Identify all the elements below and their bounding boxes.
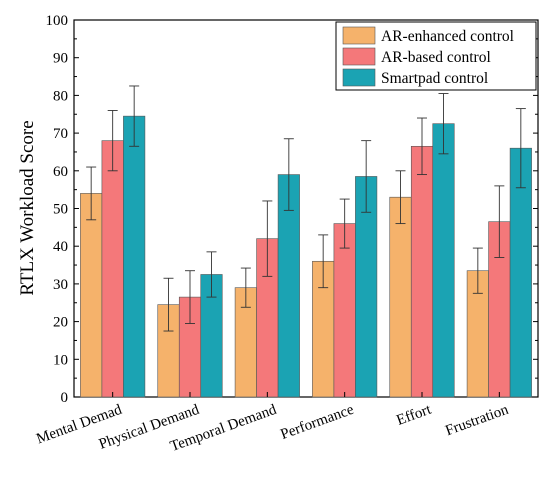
y-tick-label: 70 xyxy=(53,126,68,142)
bar xyxy=(123,115,146,398)
error-bar xyxy=(283,138,294,211)
error-bar xyxy=(262,200,273,277)
error-bar xyxy=(129,85,140,147)
bars-layer xyxy=(80,115,532,398)
bar xyxy=(101,140,124,398)
y-tick-label: 60 xyxy=(53,164,68,180)
bar xyxy=(410,145,434,398)
error-bar xyxy=(318,234,329,289)
y-tick-label: 90 xyxy=(53,51,68,67)
error-bars-layer xyxy=(86,85,526,332)
legend-swatch xyxy=(342,47,376,66)
y-axis-title: RTLX Workload Score xyxy=(17,120,38,295)
legend-label: AR-based control xyxy=(381,49,491,66)
bar xyxy=(432,123,455,398)
y-tick-label: 0 xyxy=(61,390,69,406)
y-tick-label: 20 xyxy=(53,315,68,331)
y-tick-label: 10 xyxy=(53,352,68,368)
y-axis: 0 10 20 30 40 50 60 70 80 90 100 xyxy=(46,13,538,406)
error-bar xyxy=(472,247,483,294)
error-bar xyxy=(361,140,372,213)
error-bar xyxy=(107,110,118,172)
legend-swatch xyxy=(342,26,376,45)
error-bar xyxy=(185,270,195,324)
y-tick-label: 40 xyxy=(53,239,68,255)
error-bar xyxy=(494,185,505,258)
y-tick-label: 80 xyxy=(53,88,68,104)
bar xyxy=(333,223,356,398)
error-bar xyxy=(86,166,97,221)
legend-label: Smartpad control xyxy=(381,70,488,87)
y-tick-label: 50 xyxy=(53,202,68,218)
legend: AR-enhanced control AR-based control Smart… xyxy=(335,21,537,91)
error-bar xyxy=(417,117,427,176)
error-bar xyxy=(339,198,350,249)
x-tick-label: Frustration xyxy=(443,402,511,440)
x-tick-label: Performance xyxy=(279,402,357,443)
y-tick-label: 30 xyxy=(53,277,68,293)
bar xyxy=(80,193,103,398)
error-bar xyxy=(163,277,174,332)
error-bar xyxy=(438,93,449,155)
legend-label: AR-enhanced control xyxy=(381,28,514,45)
x-tick-label: Effort xyxy=(394,401,434,428)
bar xyxy=(389,196,412,398)
legend-swatch xyxy=(342,68,376,87)
error-bar xyxy=(515,108,526,189)
error-bar xyxy=(395,170,406,225)
error-bar xyxy=(206,251,217,298)
y-tick-label: 100 xyxy=(46,13,69,29)
error-bar xyxy=(240,267,251,308)
